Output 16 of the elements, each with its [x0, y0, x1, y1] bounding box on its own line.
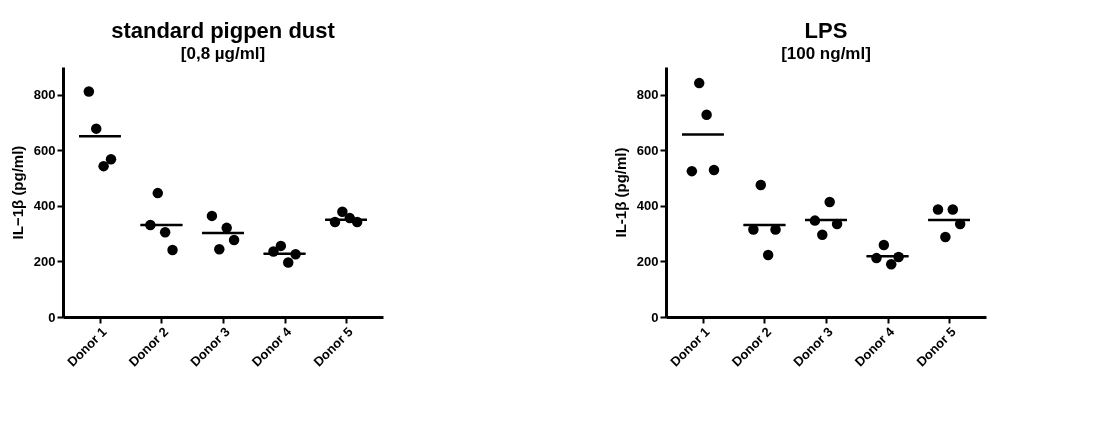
y-tick-label: 400	[636, 198, 659, 214]
chart-subtitle: [100 ng/ml]	[781, 44, 871, 63]
y-axis-title: IL−1β (pg/ml)	[8, 145, 26, 240]
y-tick-label: 800	[636, 87, 659, 103]
chart-title: standard pigpen dust	[111, 18, 336, 43]
y-tick-label: 0	[651, 309, 659, 325]
y-tick-label: 600	[33, 142, 56, 158]
y-tick-label: 200	[33, 253, 56, 269]
y-tick-label: 0	[48, 309, 56, 325]
y-axis-title: IL-1β (pg/ml)	[611, 147, 629, 238]
y-tick-label: 200	[636, 253, 659, 269]
chart-subtitle: [0,8 µg/ml]	[180, 44, 266, 63]
y-tick-label: 800	[33, 87, 56, 103]
y-tick-label: 600	[636, 142, 659, 158]
chart-title: LPS	[804, 18, 848, 43]
y-tick-label: 400	[33, 198, 56, 214]
